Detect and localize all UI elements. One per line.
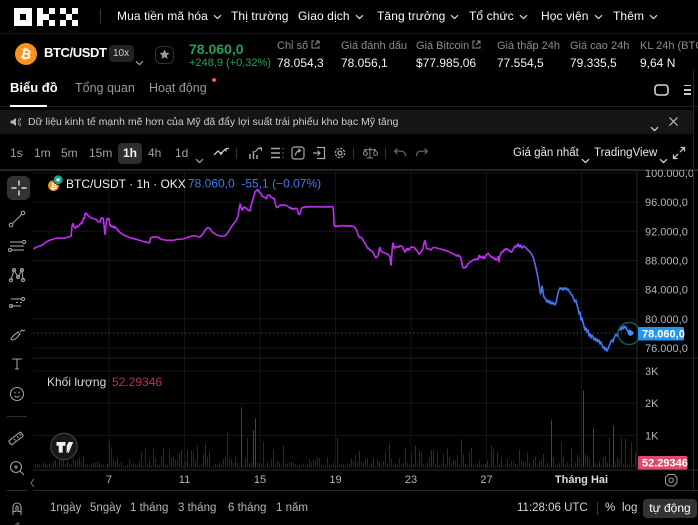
svg-text:23: 23 [405,474,417,486]
svg-text:3K: 3K [645,366,659,378]
svg-text:2K: 2K [645,398,659,410]
svg-text:₿: ₿ [50,182,59,192]
svg-text:76.000,0: 76.000,0 [645,343,688,355]
svg-text:BTC/USDT · 1h · OKX: BTC/USDT · 1h · OKX [66,177,186,191]
svg-text:₿: ₿ [19,46,32,63]
svg-text:78.060,0 -55,1 (−0.07%): 78.060,0 -55,1 (−0.07%) [188,177,321,191]
svg-text:80.000,0: 80.000,0 [645,314,688,326]
svg-text:27: 27 [480,474,492,486]
svg-text:1K: 1K [645,430,659,442]
svg-text:Khối lượng: Khối lượng [47,375,106,389]
svg-text:96.000,0: 96.000,0 [645,197,688,209]
svg-text:84.000,0: 84.000,0 [645,285,688,297]
svg-text:88.000,0: 88.000,0 [645,256,688,268]
svg-text:11: 11 [179,474,190,486]
svg-text:19: 19 [329,474,341,486]
svg-text:52.29346: 52.29346 [112,375,162,389]
svg-text:Tháng Hai: Tháng Hai [555,474,608,486]
svg-text:78.060,0: 78.060,0 [642,329,685,341]
svg-text:15: 15 [254,474,266,486]
svg-text:92.000,0: 92.000,0 [645,226,688,238]
svg-text:52.29346: 52.29346 [642,458,688,470]
svg-text:100.000,0: 100.000,0 [645,170,694,180]
svg-text:7: 7 [106,474,112,486]
